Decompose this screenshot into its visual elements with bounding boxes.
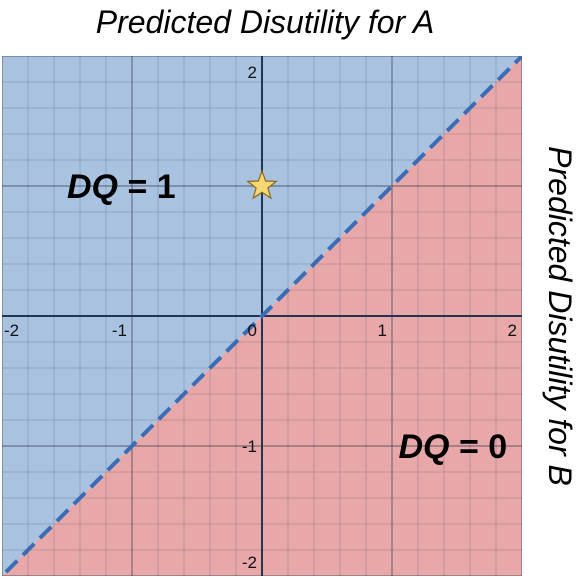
x-tick-label: 0 [248,321,257,340]
region-label: DQ = 0 [399,428,508,466]
x-tick-label: 1 [378,321,387,340]
x-tick-label: -1 [112,321,127,340]
x-tick-label: 2 [508,321,517,340]
y-tick-label: 2 [248,63,257,82]
y-tick-label: -2 [242,553,257,572]
region-labels: DQ = 1 DQ = 0 [67,168,507,466]
y-tick-label: -1 [242,437,257,456]
points [246,169,278,200]
x-tick-label: -2 [4,321,19,340]
tick-labels: -2 -1 0 1 2 2 -1 -2 [4,63,517,572]
top-axis-title: Predicted Disutility for A [95,4,435,40]
region-label: DQ = 1 [67,168,176,206]
star-point [246,169,278,200]
decision-boundary [2,56,522,576]
